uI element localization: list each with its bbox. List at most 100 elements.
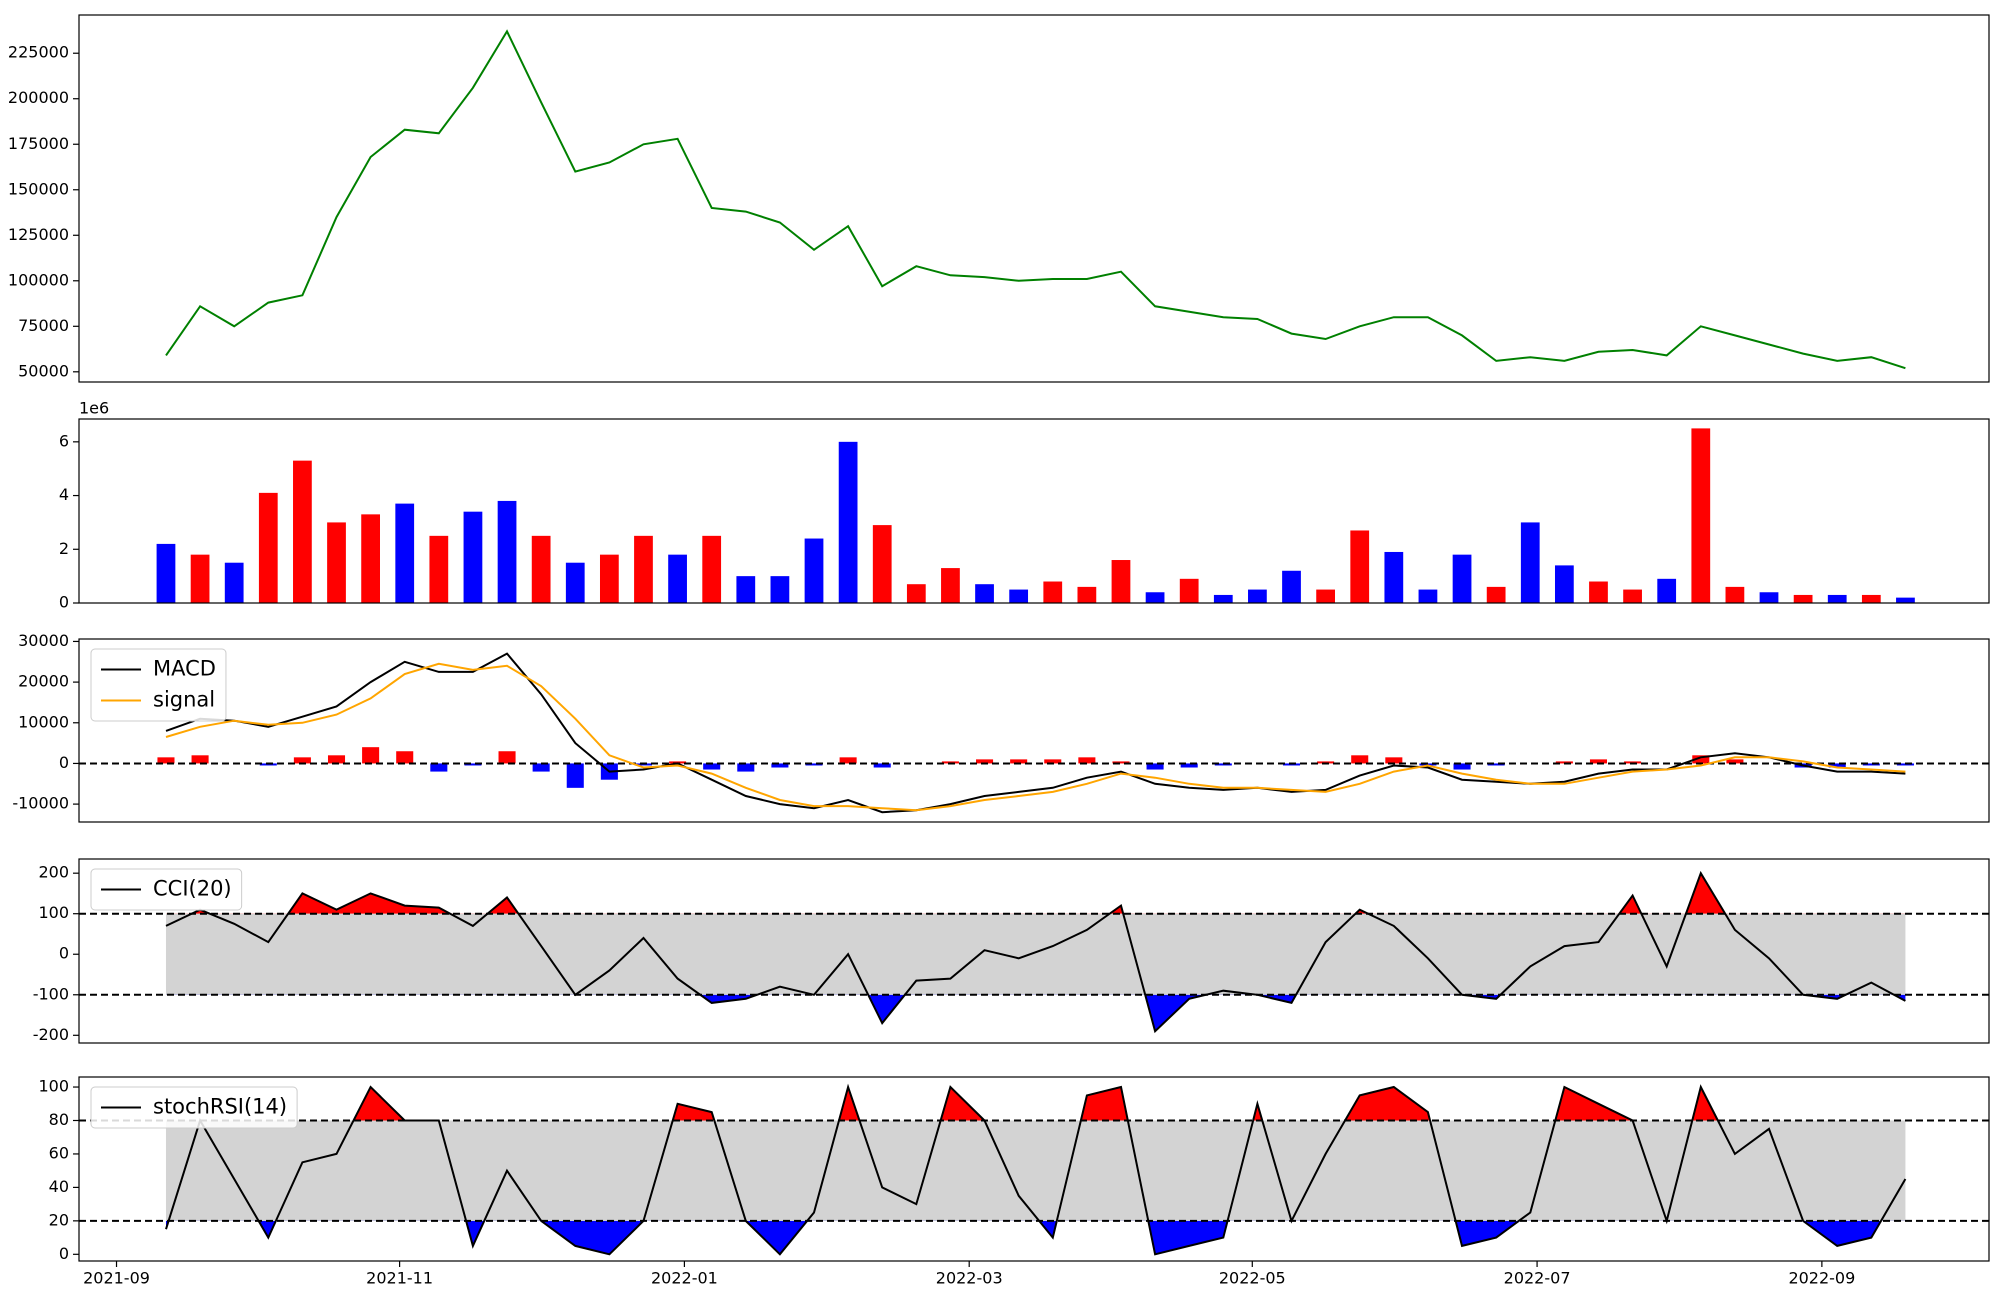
bar xyxy=(838,441,858,603)
series-line xyxy=(165,652,1906,814)
histogram-bar xyxy=(532,763,550,772)
y-tick-label: 100 xyxy=(38,1077,69,1096)
histogram-bar xyxy=(1385,757,1403,764)
x-tick-label: 2021-11 xyxy=(366,1269,433,1288)
legend-label: stochRSI(14) xyxy=(153,1095,287,1119)
series-line xyxy=(165,1083,1907,1256)
bar xyxy=(906,584,926,603)
histogram-bar xyxy=(737,763,755,772)
histogram-bar xyxy=(1044,759,1062,764)
legend-box xyxy=(90,868,243,911)
bar xyxy=(702,535,722,603)
histogram-bar xyxy=(1078,757,1096,764)
series-line xyxy=(165,29,1906,370)
bar xyxy=(1554,565,1574,603)
bar xyxy=(293,460,312,603)
histogram-bar xyxy=(976,759,994,764)
bar xyxy=(1009,589,1029,603)
bar xyxy=(224,562,244,603)
y-tick-label: 2 xyxy=(59,539,69,558)
legend-label: MACD xyxy=(153,657,216,681)
y-tick-label: 0 xyxy=(59,753,69,772)
bar xyxy=(1384,551,1404,603)
histogram-bar xyxy=(396,751,414,764)
bar xyxy=(1043,581,1063,603)
bar xyxy=(190,554,210,603)
y-tick-label: 30000 xyxy=(18,631,69,650)
bar xyxy=(1589,581,1608,603)
y-tick-label: 150000 xyxy=(8,179,69,198)
y-tick-label: -10000 xyxy=(12,794,69,813)
y-tick-label: 75000 xyxy=(18,316,69,335)
bar xyxy=(565,562,585,603)
panel: -200 -100 0 100 200 CCI(20) xyxy=(33,858,1990,1044)
bar xyxy=(599,554,619,603)
panel: 0 20 40 60 80 100 2021-09 2021-11 2022-01 2022-03… xyxy=(38,1076,1990,1288)
bar xyxy=(975,584,994,603)
legend-box xyxy=(90,1086,298,1129)
plot-area xyxy=(165,29,1906,370)
bar xyxy=(668,554,687,603)
histogram-bar xyxy=(805,763,823,766)
histogram-bar xyxy=(191,755,209,764)
bar xyxy=(941,568,960,603)
neutral-band xyxy=(165,1120,1906,1221)
histogram-bar xyxy=(1214,763,1232,766)
histogram-bar xyxy=(1692,755,1710,764)
histogram-bar xyxy=(873,763,891,768)
axes-frame xyxy=(78,858,1990,1044)
histogram-bar xyxy=(1487,763,1505,766)
series-line xyxy=(165,870,1906,1034)
series-line xyxy=(165,662,1906,812)
bar xyxy=(1827,594,1847,603)
plot-area xyxy=(156,428,1915,603)
histogram-bar xyxy=(1624,761,1642,764)
axes-frame xyxy=(78,418,1990,604)
bar xyxy=(1316,589,1335,603)
bar xyxy=(1896,597,1915,603)
histogram-bar xyxy=(498,751,516,764)
histogram-bar xyxy=(1180,763,1198,768)
histogram-bar xyxy=(634,763,652,766)
histogram-bar xyxy=(1419,763,1437,766)
histogram-bar xyxy=(1862,763,1880,766)
y-tick-label: 20000 xyxy=(18,672,69,691)
bar xyxy=(327,522,346,603)
x-tick-label: 2022-01 xyxy=(651,1269,718,1288)
bar xyxy=(1145,592,1165,603)
histogram-bar xyxy=(1726,759,1744,764)
axis-offset-label: 1e6 xyxy=(79,399,109,418)
y-tick-label: 4 xyxy=(59,485,69,504)
y-tick-label: 225000 xyxy=(8,43,69,62)
y-tick-label: 50000 xyxy=(18,361,69,380)
bar xyxy=(1418,589,1438,603)
histogram-bar xyxy=(839,757,857,764)
legend-label: signal xyxy=(153,688,215,712)
histogram-bar xyxy=(1453,763,1471,770)
y-tick-label: 20 xyxy=(49,1210,69,1229)
bar xyxy=(1520,522,1540,603)
histogram-bar xyxy=(327,755,346,764)
y-tick-label: 40 xyxy=(49,1177,69,1196)
histogram-bar xyxy=(1828,763,1846,768)
bar xyxy=(1213,594,1233,603)
histogram-bar xyxy=(362,747,380,764)
histogram-bar xyxy=(430,763,448,772)
x-tick-label: 2022-09 xyxy=(1788,1269,1855,1288)
bar xyxy=(1282,570,1301,603)
histogram-bar xyxy=(1010,759,1028,764)
y-tick-label: 100000 xyxy=(8,270,69,289)
y-tick-label: 125000 xyxy=(8,225,69,244)
histogram-bar xyxy=(293,757,311,764)
histogram-bar xyxy=(703,763,721,770)
bar xyxy=(1111,560,1131,603)
panel: 50000 75000 100000 125000 150000 175000 200000… xyxy=(8,14,1990,383)
bar xyxy=(804,538,824,603)
axes-frame xyxy=(78,1076,1990,1262)
bar xyxy=(429,535,449,603)
y-tick-label: 100 xyxy=(38,903,69,922)
bar xyxy=(1759,592,1779,603)
histogram-bar xyxy=(566,763,584,788)
bar xyxy=(1725,586,1745,603)
bar xyxy=(156,543,176,603)
